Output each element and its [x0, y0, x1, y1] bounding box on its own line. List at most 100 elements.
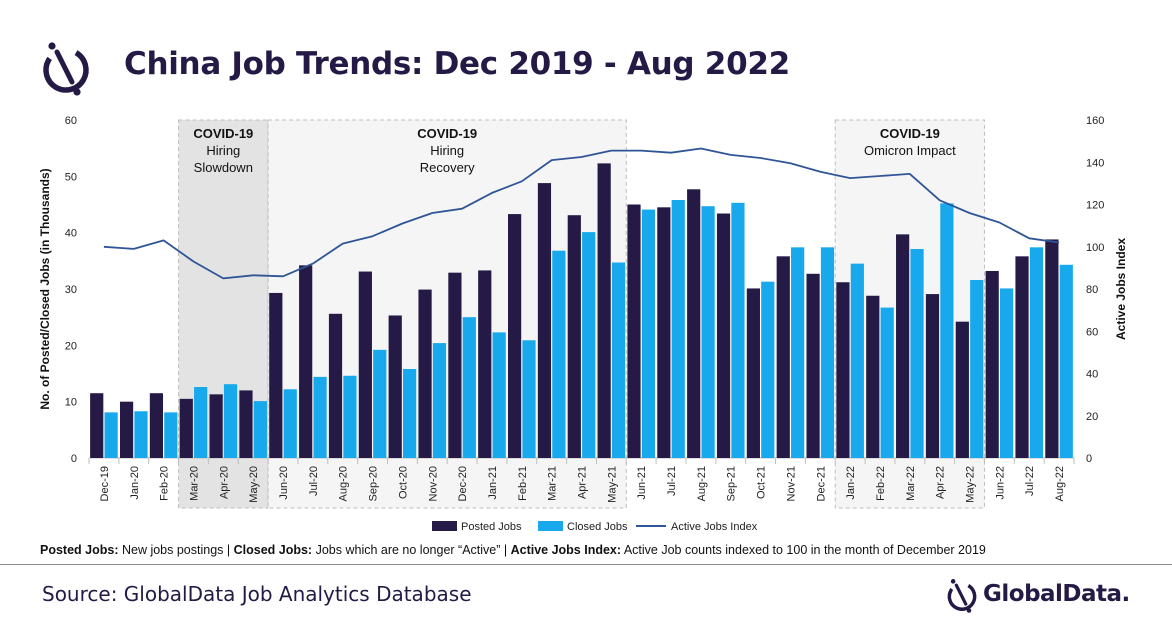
annotation-label-2-1: Omicron Impact: [864, 143, 956, 158]
bar-closed-jobs: [403, 368, 417, 458]
legend-label-2: Active Jobs Index: [671, 521, 758, 533]
bar-posted-jobs: [925, 294, 940, 458]
bar-posted-jobs: [567, 215, 581, 458]
bar-closed-jobs: [283, 389, 297, 458]
y-tick-label: 0: [71, 453, 77, 465]
annotation-label-0-0: COVID-19: [193, 126, 253, 141]
bar-closed-jobs: [970, 279, 984, 458]
bar-posted-jobs: [328, 313, 343, 458]
bar-closed-jobs: [313, 376, 327, 458]
bar-closed-jobs: [194, 387, 208, 458]
x-tick-label: Jul-22: [1024, 466, 1036, 496]
definitions-note: Posted Jobs: New jobs postings | Closed …: [40, 543, 986, 557]
bar-posted-jobs: [776, 256, 790, 458]
x-tick-label: Apr-22: [935, 466, 947, 499]
y2-tick-label: 100: [1086, 242, 1104, 254]
bar-posted-jobs: [806, 273, 820, 458]
bar-closed-jobs: [641, 209, 655, 458]
bar-closed-jobs: [850, 263, 864, 458]
bar-closed-jobs: [582, 232, 596, 458]
line-active-jobs-index: [103, 147, 1060, 280]
bar-closed-jobs: [940, 203, 954, 458]
bar-posted-jobs: [627, 204, 641, 458]
y2-tick-label: 40: [1086, 369, 1098, 381]
bar-posted-jobs: [985, 270, 999, 458]
y-tick-label: 50: [65, 171, 77, 183]
y2-tick-label: 60: [1086, 326, 1098, 338]
bar-posted-jobs: [209, 394, 223, 458]
bar-posted-jobs: [836, 282, 850, 458]
annotation-label-0-2: Slowdown: [194, 160, 253, 175]
active-index-desc: Active Job counts indexed to 100 in the …: [621, 543, 986, 557]
bar-closed-jobs: [492, 332, 506, 458]
y2-tick-label: 120: [1086, 200, 1104, 212]
y2-tick-label: 140: [1086, 157, 1104, 169]
y2-tick-label: 80: [1086, 284, 1098, 296]
bar-posted-jobs: [508, 214, 522, 458]
y2-tick-label: 20: [1086, 411, 1098, 423]
header-logo: [43, 42, 89, 96]
x-tick-label: Oct-20: [397, 466, 409, 499]
brand-name: GlobalData.: [983, 581, 1130, 607]
chart-legend: Posted Jobs Closed Jobs Active Jobs Index: [432, 521, 758, 533]
x-tick-label: Aug-21: [696, 466, 708, 501]
bar-closed-jobs: [104, 412, 118, 458]
x-tick-label: Dec-19: [99, 466, 111, 501]
bar-closed-jobs: [134, 411, 148, 458]
x-tick-label: Sep-21: [726, 466, 738, 501]
source-text: Source: GlobalData Job Analytics Databas…: [42, 582, 472, 606]
footer-divider: [0, 564, 1172, 565]
x-tick-label: Mar-21: [547, 466, 559, 501]
bar-posted-jobs: [269, 292, 283, 458]
annotation-label-1-2: Recovery: [420, 160, 475, 175]
bar-closed-jobs: [343, 375, 357, 458]
posted-jobs-desc: New jobs postings |: [118, 543, 234, 557]
x-tick-label: Jun-20: [278, 466, 290, 500]
bar-posted-jobs: [866, 295, 880, 458]
active-index-term: Active Jobs Index:: [510, 543, 622, 557]
legend-swatch-0: [432, 521, 457, 531]
x-tick-label: Feb-22: [875, 466, 887, 501]
bar-closed-jobs: [432, 343, 447, 458]
bar-posted-jobs: [687, 189, 701, 459]
bar-closed-jobs: [701, 206, 715, 458]
bar-closed-jobs: [791, 247, 805, 458]
x-tick-label: Aug-20: [338, 466, 350, 501]
y2-tick-label: 0: [1086, 453, 1092, 465]
bar-posted-jobs: [90, 393, 104, 458]
closed-jobs-desc: Jobs which are no longer “Active” |: [312, 543, 511, 557]
x-tick-label: Nov-20: [427, 466, 439, 501]
annotation-label-1-1: Hiring: [430, 143, 464, 158]
x-tick-label: Jan-20: [129, 466, 141, 500]
bar-closed-jobs: [671, 199, 685, 458]
bar-posted-jobs: [1045, 239, 1059, 458]
x-tick-label: Dec-20: [457, 466, 469, 501]
x-tick-label: Mar-22: [905, 466, 917, 501]
bar-closed-jobs: [462, 317, 476, 458]
x-tick-label: Jan-21: [487, 466, 499, 500]
bar-closed-jobs: [552, 250, 566, 458]
bar-posted-jobs: [149, 393, 164, 458]
x-tick-label: Jul-21: [666, 466, 678, 496]
legend-swatch-1: [538, 521, 563, 531]
bar-posted-jobs: [597, 163, 611, 459]
y-tick-label: 60: [65, 115, 77, 127]
y2-tick-label: 160: [1086, 115, 1104, 127]
x-tick-label: Apr-20: [218, 466, 230, 499]
bar-closed-jobs: [731, 202, 745, 458]
x-tick-label: Feb-21: [517, 466, 529, 501]
y2-axis-title: Active Jobs Index: [1114, 238, 1128, 340]
chart-axes: 0 10 20 30 40 50 60 0 20 40 60 80 100 120 140 160 No. of…: [38, 115, 1128, 503]
y-axis-title: No. of Posted/Closed Jobs (in Thousands): [38, 168, 52, 409]
bar-posted-jobs: [657, 207, 671, 458]
bar-closed-jobs: [761, 281, 775, 458]
bar-posted-jobs: [418, 289, 432, 458]
bar-posted-jobs: [299, 265, 313, 458]
annotation-label-2-0: COVID-19: [880, 126, 940, 141]
bar-posted-jobs: [358, 271, 372, 458]
bar-posted-jobs: [388, 315, 402, 458]
x-tick-label: Jul-20: [308, 466, 320, 496]
globaldata-logo-icon: [947, 579, 977, 613]
x-tick-label: Feb-20: [159, 466, 171, 501]
